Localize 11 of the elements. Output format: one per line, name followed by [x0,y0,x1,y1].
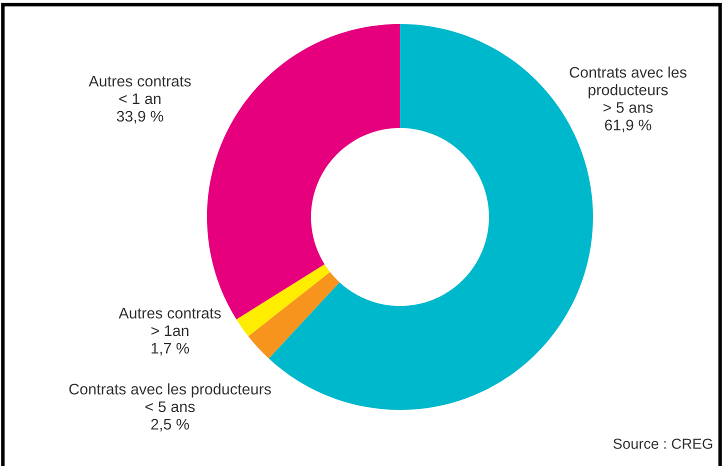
data-label: 33,9 % [116,110,164,124]
slice-label: Contrats avec les producteurs < 5 ans [69,383,271,412]
slice-label: Autres contrats < 1 an [88,76,191,104]
slice-label: Contrats avec les producteurs > 5 ans [570,66,686,113]
donut-slice [236,264,330,336]
donut-slice [248,272,340,359]
data-label: 1,7 % [152,342,189,356]
data-label: 2,5 % [151,418,189,432]
source-note: Source : CREG [613,438,712,449]
slice-label: Autres contrats > 1an [118,308,221,336]
data-label: 61,9 % [604,120,652,132]
